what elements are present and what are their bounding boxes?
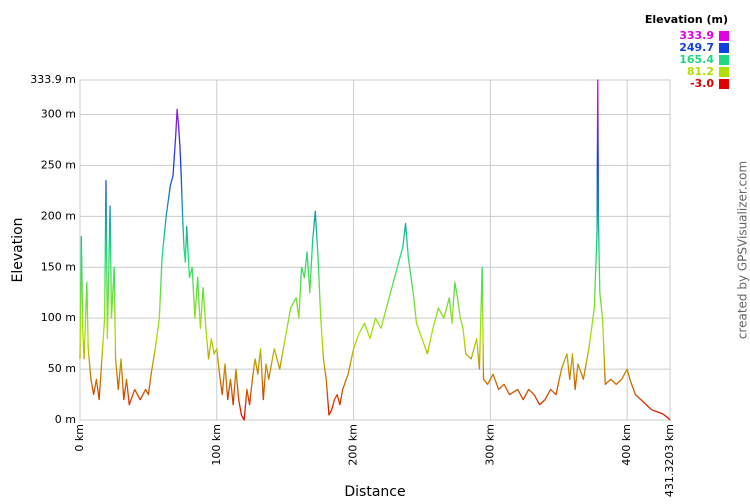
y-tick-label: 50 m — [48, 362, 76, 375]
legend-label: 249.7 — [679, 41, 714, 54]
legend-label: 81.2 — [687, 65, 714, 78]
legend-label: -3.0 — [690, 77, 714, 90]
y-tick-label: 333.9 m — [30, 73, 76, 86]
legend-swatch — [719, 55, 729, 65]
y-tick-label: 250 m — [41, 158, 76, 171]
x-tick-label: 200 km — [347, 424, 360, 466]
legend-swatch — [719, 79, 729, 89]
legend-swatch — [719, 43, 729, 53]
legend-label: 165.4 — [679, 53, 714, 66]
x-tick-label: 300 km — [483, 424, 496, 466]
legend-swatch — [719, 31, 729, 41]
credit: created by GPSVisualizer.com — [736, 161, 750, 339]
y-tick-label: 150 m — [41, 260, 76, 273]
y-tick-label: 0 m — [55, 413, 76, 426]
x-tick-label: 0 km — [73, 424, 86, 452]
x-tick-label: 400 km — [620, 424, 633, 466]
legend-label: 333.9 — [679, 29, 714, 42]
x-tick-label: 431.3203 km — [663, 424, 676, 497]
y-tick-label: 200 m — [41, 209, 76, 222]
x-tick-label: 100 km — [210, 424, 223, 466]
legend-title: Elevation (m) — [645, 13, 728, 26]
elevation-line — [79, 79, 671, 421]
x-axis-title: Distance — [344, 484, 405, 500]
y-tick-label: 100 m — [41, 311, 76, 324]
y-tick-label: 300 m — [41, 108, 76, 121]
y-axis-title: Elevation — [10, 217, 26, 282]
legend-swatch — [719, 67, 729, 77]
